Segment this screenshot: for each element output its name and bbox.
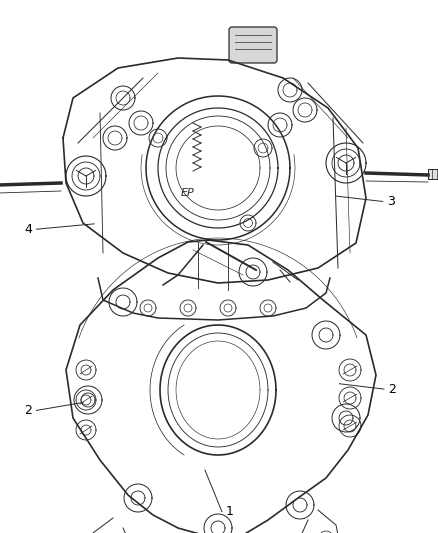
Text: 4: 4 bbox=[25, 223, 32, 236]
Text: 1: 1 bbox=[226, 505, 234, 518]
Text: 3: 3 bbox=[387, 195, 395, 208]
Text: 2: 2 bbox=[25, 404, 32, 417]
Bar bbox=[428, 169, 438, 179]
FancyBboxPatch shape bbox=[229, 27, 277, 63]
Text: 2: 2 bbox=[388, 383, 396, 395]
Text: EP: EP bbox=[181, 188, 195, 198]
